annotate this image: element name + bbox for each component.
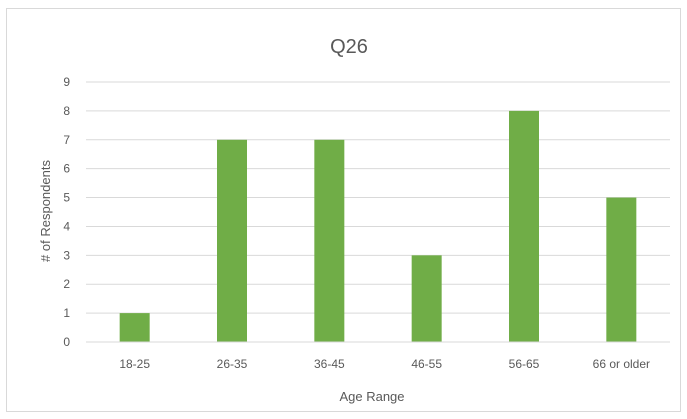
y-tick-label: 7	[63, 133, 70, 147]
x-tick-label: 56-65	[509, 357, 540, 371]
y-tick-label: 5	[63, 191, 70, 205]
y-axis-ticks: 0 1 2 3 4 5 6 7 8 9	[63, 75, 70, 349]
y-tick-label: 8	[63, 104, 70, 118]
bar-56-65	[509, 110, 539, 342]
y-tick-label: 1	[63, 306, 70, 320]
x-tick-label: 26-35	[217, 357, 248, 371]
x-tick-label: 18-25	[119, 357, 150, 371]
x-axis-ticks: 18-25 26-35 36-45 46-55 56-65 66 or older	[119, 357, 650, 371]
x-tick-label: 66 or older	[593, 357, 650, 371]
y-tick-label: 3	[63, 248, 70, 262]
bar-36-45	[314, 139, 345, 342]
bar-46-55	[411, 255, 442, 342]
bars	[119, 110, 637, 342]
x-tick-label: 46-55	[411, 357, 442, 371]
chart-title: Q26	[330, 36, 368, 58]
x-tick-label: 36-45	[314, 357, 345, 371]
x-axis-label: Age Range	[339, 389, 404, 404]
bar-66-or-older	[606, 197, 637, 342]
y-tick-label: 4	[63, 219, 70, 233]
y-tick-label: 2	[63, 277, 70, 291]
y-tick-label: 0	[63, 335, 70, 349]
y-axis-label: # of Respondents	[38, 160, 53, 262]
bar-18-25	[119, 313, 150, 342]
gridlines	[86, 81, 670, 314]
y-tick-label: 6	[63, 162, 70, 176]
bar-26-35	[217, 139, 247, 342]
y-tick-label: 9	[63, 75, 70, 89]
